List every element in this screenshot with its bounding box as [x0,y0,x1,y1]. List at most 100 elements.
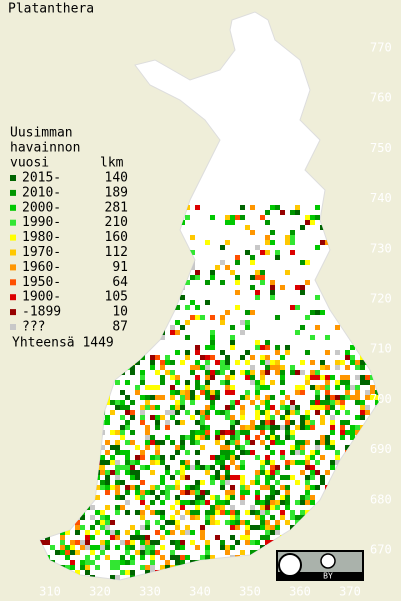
observation-square [210,475,215,480]
observation-square [205,390,210,395]
legend-label: 1960- [22,260,61,275]
observation-square [165,520,170,525]
observation-square [170,475,175,480]
observation-square [230,515,235,520]
observation-square [330,425,335,430]
observation-square [285,475,290,480]
observation-square [270,470,275,475]
observation-square [205,465,210,470]
observation-square [175,470,180,475]
observation-square [265,210,270,215]
observation-square [180,220,185,225]
observation-square [175,500,180,505]
observation-square [150,490,155,495]
observation-square [130,485,135,490]
observation-square [160,525,165,530]
observation-square [350,395,355,400]
observation-square [295,515,300,520]
observation-square [140,375,145,380]
observation-square [315,460,320,465]
observation-square [185,335,190,340]
observation-square [305,375,310,380]
observation-square [260,250,265,255]
observation-square [260,465,265,470]
observation-square [275,205,280,210]
observation-square [210,215,215,220]
observation-square [230,375,235,380]
y-tick-label: 700 [370,392,392,406]
observation-square [225,380,230,385]
observation-square [180,360,185,365]
observation-square [325,350,330,355]
legend-heading: havainnon [10,141,80,156]
observation-square [270,240,275,245]
observation-square [170,390,175,395]
observation-square [200,495,205,500]
observation-square [275,370,280,375]
observation-square [265,250,270,255]
observation-square [185,555,190,560]
observation-square [125,500,130,505]
observation-square [265,530,270,535]
legend-count: 140 [105,171,128,186]
observation-square [110,470,115,475]
observation-square [300,325,305,330]
observation-square [90,545,95,550]
observation-square [350,360,355,365]
observation-square [235,440,240,445]
observation-square [145,430,150,435]
observation-square [260,485,265,490]
observation-square [195,500,200,505]
observation-square [105,470,110,475]
observation-square [225,310,230,315]
observation-square [230,405,235,410]
observation-square [130,370,135,375]
observation-square [335,380,340,385]
observation-square [290,515,295,520]
observation-square [230,325,235,330]
observation-square [300,415,305,420]
observation-square [120,450,125,455]
observation-square [290,420,295,425]
observation-square [360,380,365,385]
observation-square [265,485,270,490]
observation-square [265,340,270,345]
observation-square [45,540,50,545]
observation-square [290,525,295,530]
observation-square [140,480,145,485]
observation-square [150,555,155,560]
legend-count-heading: lkm [100,156,124,171]
observation-square [255,245,260,250]
observation-square [310,400,315,405]
observation-square [195,385,200,390]
observation-square [170,405,175,410]
observation-square [240,215,245,220]
observation-square [335,365,340,370]
observation-square [115,405,120,410]
observation-square [250,380,255,385]
observation-square [245,510,250,515]
observation-square [250,525,255,530]
observation-square [115,430,120,435]
observation-square [185,350,190,355]
observation-square [300,260,305,265]
observation-square [125,510,130,515]
legend-label: -1899 [22,305,61,320]
observation-square [205,355,210,360]
observation-square [215,495,220,500]
observation-square [180,555,185,560]
observation-square [340,420,345,425]
observation-square [290,450,295,455]
observation-square [320,225,325,230]
observation-square [185,525,190,530]
observation-square [230,485,235,490]
observation-square [330,420,335,425]
observation-square [220,510,225,515]
observation-square [355,395,360,400]
observation-square [320,440,325,445]
observation-square [235,420,240,425]
x-tick-label: 310 [39,585,61,599]
legend-swatch [10,324,16,330]
observation-square [170,520,175,525]
observation-square [280,440,285,445]
